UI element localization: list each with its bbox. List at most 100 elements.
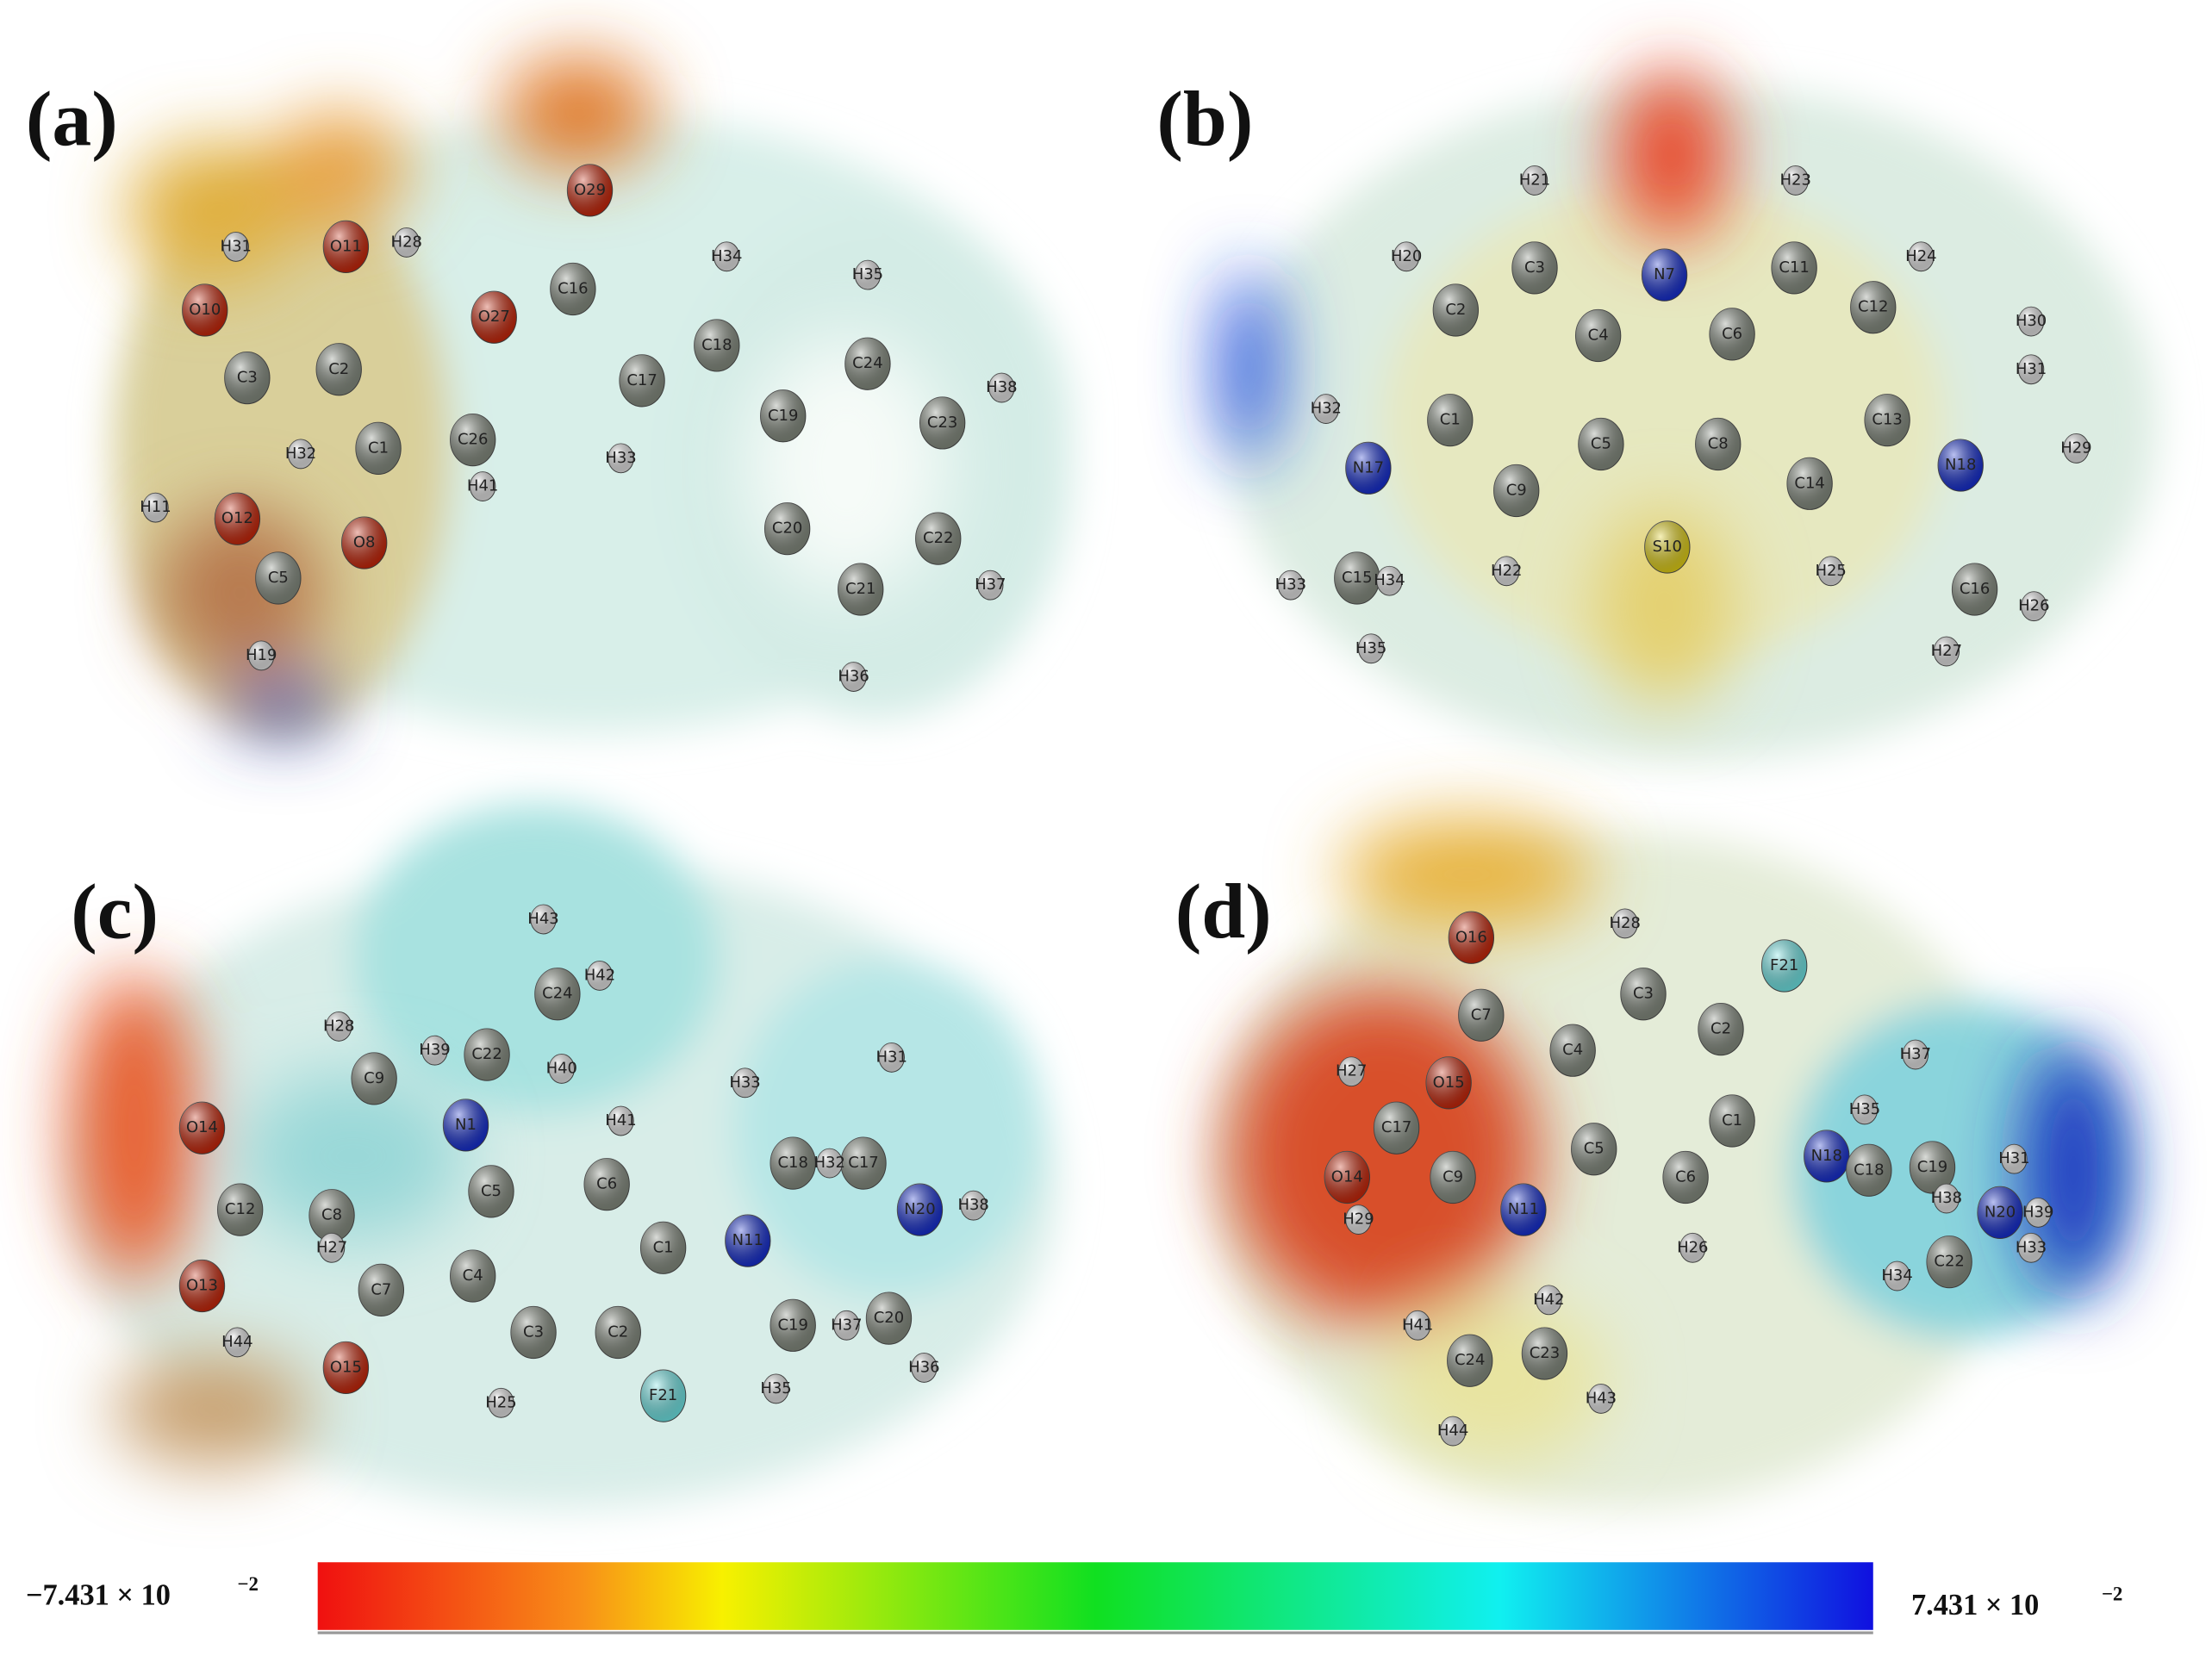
atom-label: H27 [1931,642,1962,660]
atom-shade [1578,418,1624,470]
atom-shade [182,283,227,337]
atom-label: C2 [608,1323,628,1341]
atom-label: H41 [1402,1316,1433,1334]
atom-shade [1786,457,1833,510]
atom-shade [1908,241,1935,271]
atom-shade [960,1191,987,1221]
atom-label: H11 [140,498,171,516]
atom-label: H39 [2022,1203,2053,1221]
atom-shade [224,1328,251,1357]
atom-shade [1709,308,1755,360]
atom-label: S10 [1653,538,1682,556]
atom-label: O16 [1455,928,1487,946]
atom-shade [595,1306,641,1359]
atom-label: C22 [1934,1253,1964,1271]
atom-shade [838,563,883,616]
atom-label: C9 [364,1069,384,1087]
atom-shade [1522,1327,1567,1380]
atom-shade [770,1137,816,1190]
atom-shade [1884,1261,1910,1291]
atom-label: H26 [2018,597,2049,615]
atom-label: C5 [481,1182,502,1200]
atom-shade [840,662,867,692]
atom-label: N18 [1945,456,1976,474]
atom-label: C7 [371,1280,391,1298]
atom-shade [1571,1123,1617,1175]
atom-label: H39 [419,1041,450,1059]
atom-label: H34 [711,247,742,265]
atom-shade [817,1148,843,1179]
atom-label: C17 [848,1154,878,1172]
atom-shade [179,1260,225,1312]
atom-label: O27 [478,308,510,326]
atom-label: C17 [1381,1118,1411,1136]
atom-label: H34 [1881,1267,1912,1285]
atom-label: H29 [2060,439,2091,457]
colorbar [317,1562,1873,1630]
atom-label: C5 [1584,1140,1604,1158]
atom-label: H31 [1998,1149,2029,1167]
atom-shade [2018,1233,2044,1263]
atom-label: O14 [186,1118,218,1136]
atom-shade [1575,309,1621,362]
atom-shade [443,1099,489,1152]
atom-label: C8 [1708,435,1729,453]
atom-shade [1430,1151,1476,1204]
atom-label: H31 [2016,360,2047,378]
atom-shade [1427,394,1473,446]
surface-c [71,803,1058,1509]
atom-shade [587,961,613,991]
atom-label: C7 [1471,1005,1492,1024]
atom-shade [763,1374,789,1403]
atom-label: O8 [353,533,376,551]
atom-label: H44 [1437,1422,1468,1440]
atom-label: O11 [330,237,362,255]
atom-shade [1338,1056,1364,1086]
atom-label: C22 [471,1045,502,1063]
colorbar-min-exponent: −2 [237,1573,259,1595]
atom-shade [608,1106,634,1136]
atom-shade [1536,1285,1562,1315]
atom-label: C18 [1854,1161,1884,1179]
atom-shade [897,1184,943,1236]
atom-shade [2018,354,2044,384]
atom-label: C1 [653,1238,674,1256]
atom-shade [248,641,274,670]
atom-shade [550,263,596,315]
atom-label: C15 [1342,569,1372,587]
atom-label: C3 [237,369,258,387]
atom-shade [1695,418,1741,470]
atom-shade [450,414,495,466]
atom-label: H31 [876,1048,907,1066]
atom-shade [770,1299,816,1352]
atom-shade [1903,1040,1928,1070]
atom-label: H27 [316,1238,347,1256]
atom-label: C3 [1633,985,1654,1003]
atom-shade [1934,637,1960,667]
atom-label: C17 [626,371,657,389]
atom-label: N18 [1811,1147,1842,1165]
atom-shade [915,513,961,565]
atom-label: C8 [321,1206,342,1224]
atom-shade [215,493,260,545]
atom-shade [619,354,665,407]
atom-label: H26 [1677,1238,1708,1256]
atom-shade [879,1042,905,1073]
atom-label: C14 [1794,474,1824,492]
atom-shade [1698,1003,1744,1055]
surface-d [1212,818,2130,1509]
atom-shade [471,291,517,344]
atom-label: H37 [831,1316,862,1334]
atom-label: H22 [1491,562,1522,580]
atom-label: C2 [1445,301,1466,319]
atom-label: C2 [328,360,349,378]
atom-shade [866,1292,912,1345]
atom-label: C19 [777,1316,807,1334]
atom-shade [223,232,249,262]
atom-shade [1938,439,1984,492]
atom-shade [1522,165,1548,196]
atom-label: H36 [838,668,869,686]
atom-label: O14 [1331,1167,1363,1186]
atom-label: C12 [1858,298,1888,316]
atom-shade [323,221,369,273]
